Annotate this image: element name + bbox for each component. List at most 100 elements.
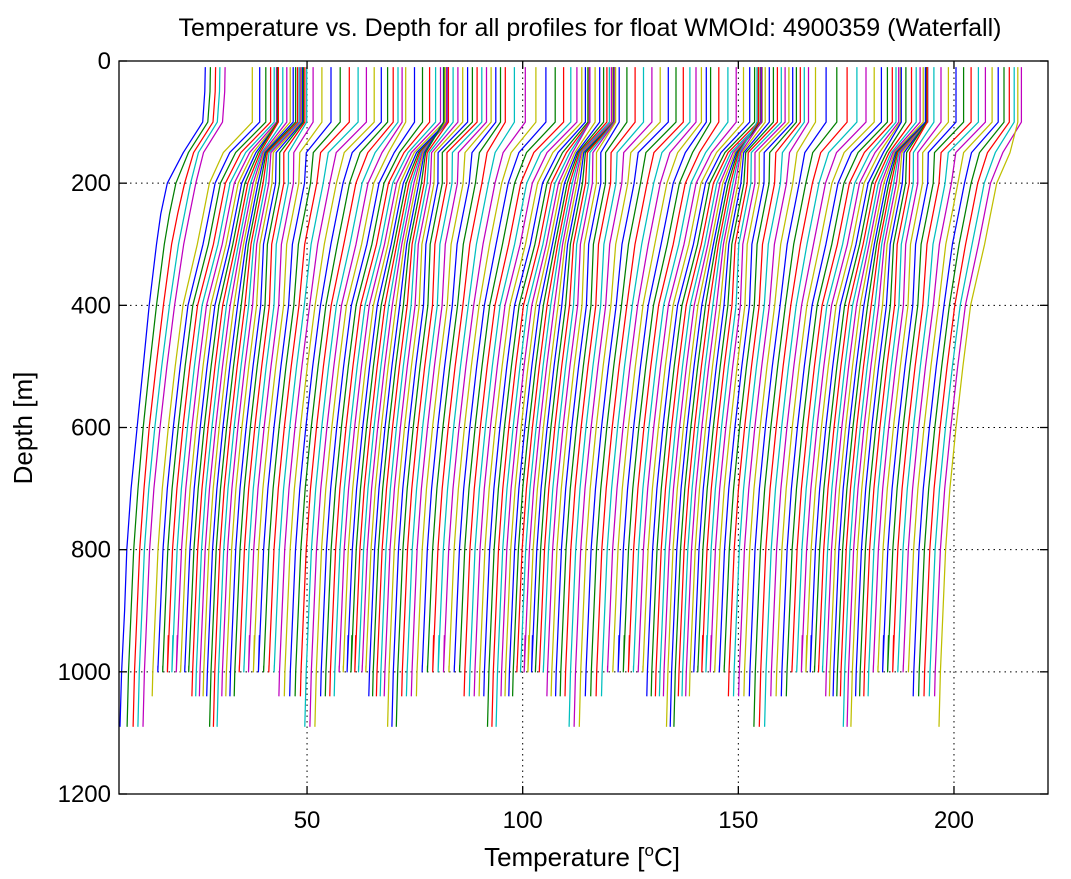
- profile-line: [324, 67, 424, 697]
- profile-line: [229, 67, 304, 697]
- profile-line: [770, 67, 867, 697]
- profile-line: [800, 67, 900, 673]
- profile-line: [600, 67, 691, 697]
- profile-line: [191, 67, 280, 697]
- profile-line: [415, 67, 492, 697]
- profile-line: [564, 67, 636, 697]
- profile-line: [727, 67, 801, 697]
- profile-line: [796, 67, 897, 673]
- profile-line: [395, 67, 474, 727]
- profile-line: [523, 67, 613, 673]
- profile-line: [294, 67, 389, 697]
- profile-line: [179, 67, 279, 673]
- profile-line: [338, 67, 442, 673]
- profile-line: [208, 67, 297, 727]
- profile-line: [486, 67, 589, 727]
- y-tick-label: 1200: [58, 781, 111, 808]
- profile-line: [590, 67, 677, 697]
- profile-line: [426, 67, 502, 673]
- profile-line: [758, 67, 848, 727]
- profile-line: [709, 67, 786, 673]
- profile-line: [238, 67, 306, 673]
- profile-line: [252, 67, 323, 673]
- profile-line: [697, 67, 775, 673]
- profile-line: [289, 67, 382, 697]
- profile-line: [646, 67, 751, 697]
- profile-line: [595, 67, 684, 697]
- profile-line: [881, 67, 957, 673]
- profile-line: [504, 67, 596, 697]
- profile-line: [262, 67, 341, 673]
- x-axis-label-superscript: o: [644, 841, 653, 860]
- y-tick-label: 400: [71, 292, 111, 319]
- profile-line: [314, 67, 407, 727]
- profile-line: [886, 67, 965, 673]
- profile-line: [405, 67, 483, 697]
- profile-line: [573, 67, 653, 727]
- profile-line: [917, 67, 1005, 697]
- profile-lines: [119, 67, 1023, 727]
- profile-line: [309, 67, 403, 727]
- profile-line: [453, 67, 547, 673]
- x-axis-label: Temperature [oC]: [484, 841, 680, 872]
- profile-line: [642, 67, 745, 673]
- profile-line: [511, 67, 605, 697]
- profile-line: [268, 67, 350, 673]
- profile-line: [383, 67, 459, 697]
- profile-line: [632, 67, 729, 673]
- profile-line: [832, 67, 927, 697]
- profile-line: [391, 67, 469, 727]
- profile-line: [612, 67, 703, 673]
- profile-line: [617, 67, 707, 673]
- profile-line: [748, 67, 827, 697]
- profile-line: [902, 67, 987, 673]
- profile-line: [622, 67, 712, 673]
- profile-line: [319, 67, 416, 697]
- profile-line: [938, 67, 1019, 727]
- y-tick-label: 0: [98, 48, 111, 75]
- profile-line: [171, 67, 275, 673]
- profile-line: [732, 67, 805, 697]
- profile-line: [791, 67, 893, 673]
- profile-line: [342, 67, 445, 673]
- profile-line: [907, 67, 993, 673]
- profile-line: [508, 67, 601, 697]
- profile-line: [175, 67, 278, 673]
- profile-line: [500, 67, 591, 697]
- profile-line: [688, 67, 766, 697]
- profile-line: [877, 67, 950, 673]
- profile-line: [912, 67, 999, 697]
- profile-line: [421, 67, 497, 673]
- profile-line: [825, 67, 921, 697]
- y-tick-label: 1000: [58, 659, 111, 686]
- profile-line: [693, 67, 770, 673]
- profile-line: [483, 67, 587, 697]
- profile-line: [151, 67, 253, 697]
- profile-line: [872, 67, 942, 673]
- profile-line: [132, 67, 217, 727]
- profile-line: [705, 67, 782, 673]
- profile-line: [654, 67, 759, 697]
- profile-line: [821, 67, 917, 673]
- profile-line: [527, 67, 614, 673]
- profile-line: [473, 67, 578, 697]
- profile-line: [495, 67, 591, 727]
- profile-line: [299, 67, 394, 697]
- profile-line: [206, 67, 294, 697]
- profile-line: [142, 67, 226, 727]
- profile-line: [221, 67, 301, 697]
- profile-line: [442, 67, 526, 673]
- profile-line: [478, 67, 583, 697]
- profile-line: [371, 67, 445, 697]
- profile-line: [627, 67, 720, 673]
- profile-line: [892, 67, 972, 673]
- profile-line: [491, 67, 590, 727]
- y-tick-label: 600: [71, 415, 111, 442]
- profile-line: [188, 67, 279, 673]
- profile-line: [530, 67, 615, 673]
- profile-line: [828, 67, 924, 697]
- profile-line: [928, 67, 1015, 697]
- profile-line: [559, 67, 628, 697]
- profile-line: [714, 67, 790, 673]
- profile-line: [516, 67, 608, 673]
